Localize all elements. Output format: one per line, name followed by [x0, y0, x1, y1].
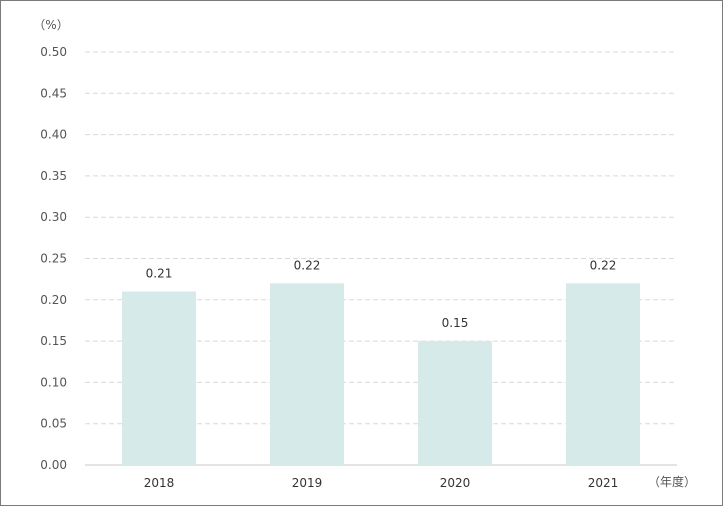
data-label: 0.22 [590, 258, 617, 272]
y-tick-label: 0.10 [40, 375, 67, 389]
x-tick-label: 2020 [440, 476, 471, 490]
data-label: 0.22 [294, 258, 321, 272]
x-tick-label: 2021 [588, 476, 619, 490]
x-tick-label: 2018 [144, 476, 175, 490]
bar [270, 283, 344, 465]
y-tick-label: 0.20 [40, 293, 67, 307]
y-tick-label: 0.35 [40, 169, 67, 183]
y-tick-label: 0.05 [40, 417, 67, 431]
bar [122, 291, 196, 465]
bar [566, 283, 640, 465]
y-tick-label: 0.15 [40, 334, 67, 348]
y-tick-label: 0.30 [40, 210, 67, 224]
y-tick-label: 0.00 [40, 458, 67, 472]
data-label: 0.15 [442, 316, 469, 330]
y-tick-label: 0.45 [40, 86, 67, 100]
x-tick-label: 2019 [292, 476, 323, 490]
y-tick-label: 0.50 [40, 45, 67, 59]
bar [418, 341, 492, 465]
y-unit-label: （%） [33, 18, 68, 32]
y-tick-label: 0.40 [40, 128, 67, 142]
data-label: 0.21 [146, 267, 173, 281]
x-unit-label: （年度） [648, 474, 696, 489]
y-tick-label: 0.25 [40, 252, 67, 266]
